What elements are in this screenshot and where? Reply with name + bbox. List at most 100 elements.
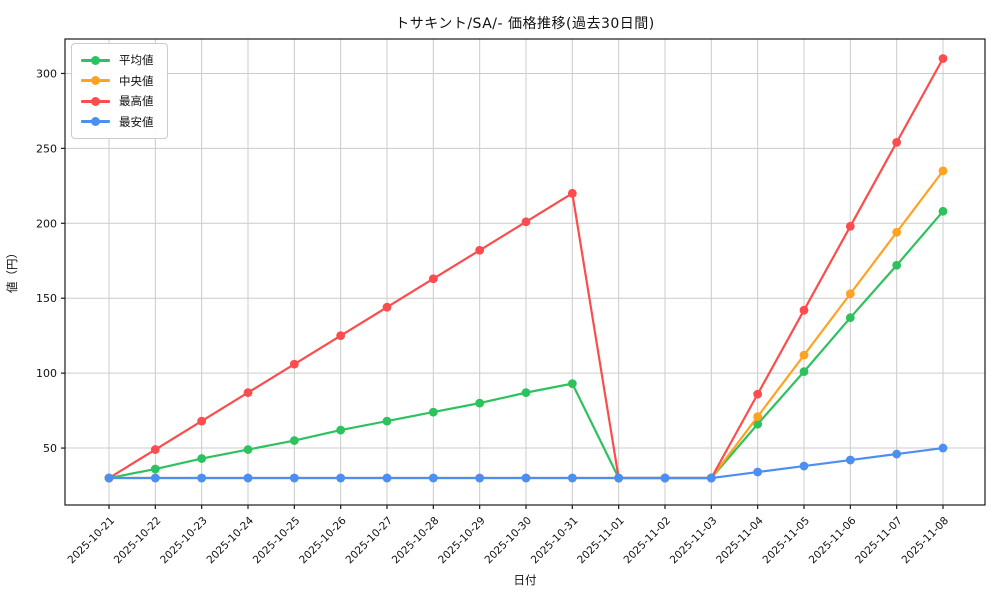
data-point bbox=[336, 331, 346, 341]
x-tick-label: 2025-10-28 bbox=[390, 515, 442, 567]
data-point bbox=[150, 464, 160, 474]
data-point bbox=[938, 54, 948, 63]
data-point bbox=[892, 227, 902, 237]
data-point bbox=[799, 461, 809, 471]
legend-item: 平均値 bbox=[81, 50, 154, 71]
x-axis-label: 日付 bbox=[513, 573, 537, 587]
x-tick-label: 2025-10-21 bbox=[65, 515, 117, 567]
data-point bbox=[289, 359, 299, 369]
data-point bbox=[150, 473, 160, 483]
data-point bbox=[382, 416, 392, 426]
legend-item: 最安値 bbox=[81, 112, 154, 133]
data-point bbox=[892, 449, 902, 459]
data-point bbox=[938, 206, 948, 216]
data-point bbox=[845, 313, 855, 323]
data-point bbox=[475, 245, 485, 255]
data-point bbox=[938, 443, 948, 453]
x-tick-label: 2025-10-27 bbox=[343, 515, 395, 567]
legend-label: 平均値 bbox=[119, 53, 154, 68]
chart-title: トサキント/SA/- 価格推移(過去30日間) bbox=[395, 16, 655, 32]
data-point bbox=[660, 473, 670, 483]
x-tick-label: 2025-10-29 bbox=[436, 515, 488, 567]
data-point bbox=[428, 274, 438, 284]
data-point bbox=[845, 455, 855, 465]
data-point bbox=[289, 473, 299, 483]
data-point bbox=[567, 473, 577, 483]
data-point bbox=[753, 389, 763, 399]
data-point bbox=[799, 305, 809, 315]
x-tick-label: 2025-11-03 bbox=[668, 515, 720, 567]
data-point bbox=[845, 221, 855, 231]
plot-border bbox=[64, 38, 986, 506]
x-tick-label: 2025-10-23 bbox=[158, 515, 210, 567]
x-tick-label: 2025-11-05 bbox=[760, 515, 812, 567]
data-point bbox=[799, 367, 809, 377]
data-point bbox=[892, 260, 902, 270]
x-tick-label: 2025-10-22 bbox=[112, 515, 164, 567]
x-tick-label: 2025-11-01 bbox=[575, 515, 627, 567]
data-point bbox=[706, 473, 716, 483]
data-point bbox=[243, 445, 253, 454]
y-tick-label: 50 bbox=[43, 442, 57, 455]
data-point bbox=[475, 473, 485, 483]
y-tick-label: 150 bbox=[36, 292, 57, 305]
x-tick-label: 2025-10-24 bbox=[204, 514, 256, 566]
data-point bbox=[475, 398, 485, 408]
x-tick-label: 2025-11-04 bbox=[714, 514, 766, 566]
x-tick-label: 2025-11-07 bbox=[853, 515, 905, 567]
legend: 平均値 中央値 最高値 最安値 bbox=[71, 43, 168, 139]
x-tick-label: 2025-11-02 bbox=[621, 515, 673, 567]
data-point bbox=[382, 302, 392, 312]
legend-marker-icon bbox=[81, 55, 110, 65]
legend-label: 最高値 bbox=[119, 94, 154, 109]
data-point bbox=[892, 137, 902, 147]
data-point bbox=[521, 217, 531, 227]
data-point bbox=[197, 416, 207, 426]
x-tick-label: 2025-10-26 bbox=[297, 514, 349, 566]
data-point bbox=[753, 467, 763, 477]
data-point bbox=[938, 166, 948, 176]
data-point bbox=[197, 454, 207, 463]
x-tick-label: 2025-10-31 bbox=[529, 515, 581, 567]
data-point bbox=[614, 473, 624, 483]
legend-item: 最高値 bbox=[81, 91, 154, 112]
data-point bbox=[243, 388, 253, 398]
data-point bbox=[799, 350, 809, 360]
x-tick-label: 2025-10-30 bbox=[482, 515, 534, 567]
series-最安値 bbox=[104, 443, 948, 483]
x-tick-label: 2025-11-08 bbox=[899, 515, 951, 567]
legend-marker-icon bbox=[81, 117, 110, 127]
legend-marker-icon bbox=[81, 96, 110, 106]
data-point bbox=[845, 289, 855, 299]
data-point bbox=[243, 473, 253, 483]
x-tick-label: 2025-11-06 bbox=[807, 514, 859, 566]
y-tick-label: 200 bbox=[36, 217, 57, 230]
y-tick-label: 300 bbox=[36, 67, 57, 80]
data-point bbox=[567, 379, 577, 389]
data-point bbox=[753, 419, 763, 429]
legend-marker-icon bbox=[81, 76, 110, 86]
data-point bbox=[104, 473, 114, 483]
legend-label: 最安値 bbox=[119, 114, 154, 129]
data-point bbox=[567, 188, 577, 198]
data-point bbox=[382, 473, 392, 483]
data-point bbox=[150, 445, 160, 454]
data-point bbox=[428, 473, 438, 483]
data-point bbox=[336, 425, 346, 435]
data-point bbox=[428, 407, 438, 417]
data-point bbox=[197, 473, 207, 483]
data-point bbox=[289, 436, 299, 445]
axis-ticks: 501001502002503002025-10-212025-10-22202… bbox=[36, 67, 951, 566]
data-point bbox=[753, 412, 763, 421]
x-tick-label: 2025-10-25 bbox=[251, 515, 303, 567]
data-point bbox=[521, 473, 531, 483]
data-point bbox=[336, 473, 346, 483]
gridlines bbox=[65, 39, 985, 505]
y-tick-label: 250 bbox=[36, 142, 57, 155]
legend-item: 中央値 bbox=[81, 71, 154, 92]
y-tick-label: 100 bbox=[36, 367, 57, 380]
data-point bbox=[521, 388, 531, 398]
legend-label: 中央値 bbox=[119, 73, 154, 88]
